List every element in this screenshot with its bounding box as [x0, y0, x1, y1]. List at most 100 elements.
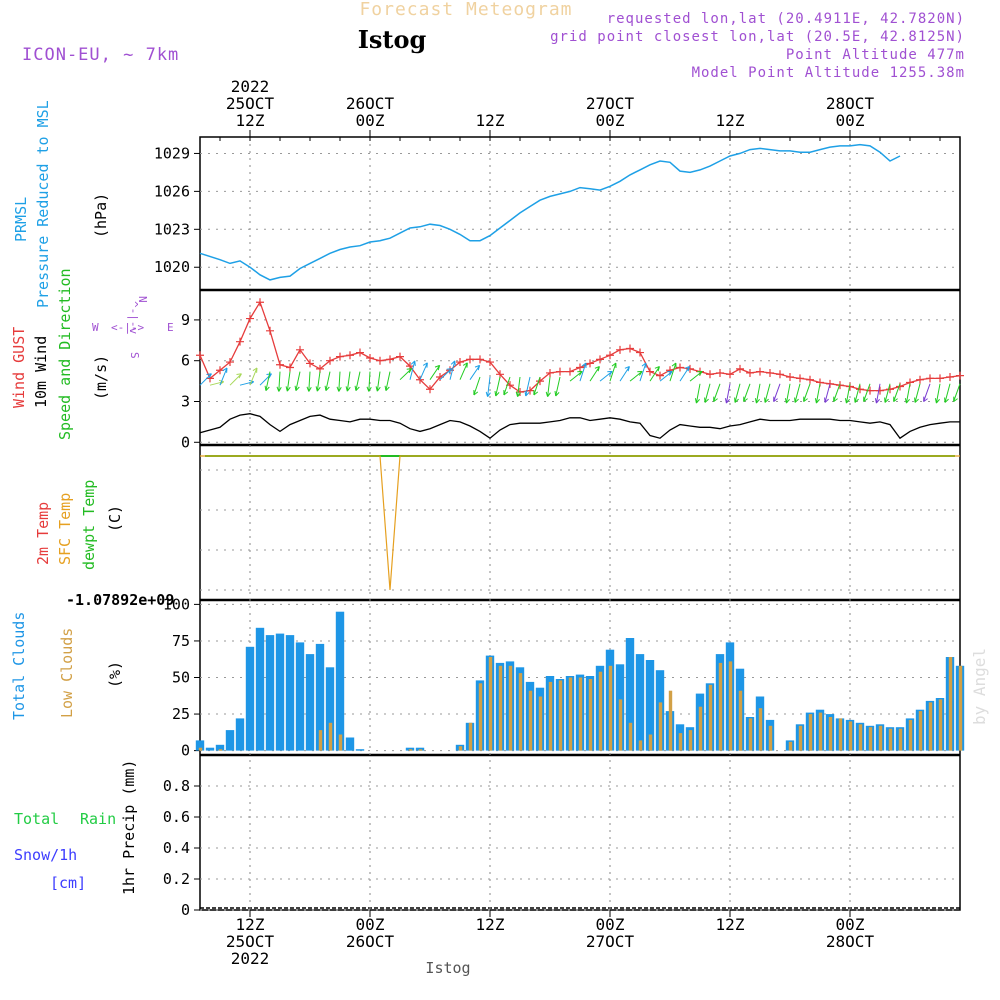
wind-direction-arrow: [679, 366, 690, 382]
wind-gust-marker: [946, 373, 954, 382]
low-cloud-bar: [418, 749, 423, 751]
wind-direction-arrow: [893, 383, 901, 402]
total-cloud-bar: [335, 611, 345, 751]
low-cloud-bar: [728, 661, 733, 751]
wind-gust-marker: [226, 358, 234, 367]
wind-direction-arrow: [569, 370, 583, 382]
low-cloud-bar: [738, 690, 743, 751]
low-cloud-bar: [508, 665, 513, 751]
time-label-bottom: 12Z: [476, 915, 505, 934]
total-cloud-bar: [645, 660, 655, 751]
wind-gust-marker: [776, 370, 784, 379]
compass-west: W: [92, 321, 99, 334]
total-cloud-bar: [255, 627, 265, 751]
total-cloud-bar: [355, 749, 365, 751]
wind-gust-marker: [266, 326, 274, 335]
low-cloud-bar: [868, 727, 873, 751]
wind-gust-marker: [706, 370, 714, 379]
low-cloud-bar: [928, 702, 933, 751]
wind-gust-marker: [636, 348, 644, 357]
time-label-bottom: 12Z: [716, 915, 745, 934]
compass-rose: N S W E <-|-> ^-|-v: [92, 296, 174, 359]
wind-gust-marker: [556, 367, 564, 376]
wind-gust-marker: [806, 375, 814, 384]
low-clouds-label: Low Clouds: [58, 628, 76, 718]
model-label: ICON-EU, ~ 7km: [22, 45, 179, 65]
temp-dewpt-label: dewpt Temp: [80, 480, 98, 570]
time-label-top: 12Z: [476, 111, 505, 130]
wind-direction-arrow: [639, 362, 647, 382]
wind-gust-marker: [306, 359, 314, 368]
pressure-unit-label: (hPa): [92, 193, 110, 238]
wind-gust-marker: [956, 371, 964, 380]
total-cloud-bar: [235, 718, 245, 751]
y-tick-label: 50: [172, 669, 190, 687]
low-cloud-bar: [648, 734, 653, 751]
low-cloud-bar: [548, 681, 553, 751]
wind-gust-line: [199, 300, 961, 393]
low-cloud-bar: [658, 702, 663, 751]
compass-we-line: <-|->: [111, 321, 144, 334]
wind-direction-arrow: [229, 373, 242, 386]
wind-gust-marker: [756, 367, 764, 376]
wind-direction-arrow: [345, 371, 351, 392]
wind-gust-marker: [516, 387, 524, 396]
wind-gust-marker: [416, 375, 424, 384]
wind-direction-arrow: [249, 367, 258, 386]
y-tick-label: 1029: [154, 144, 190, 162]
wind-unit-label: (m/s): [92, 355, 110, 400]
wind-direction-arrow: [689, 370, 703, 382]
temp-min-label: -1.07892e+09: [66, 591, 174, 609]
total-cloud-bar: [325, 667, 335, 751]
total-cloud-bar: [205, 747, 215, 751]
point-altitude: Point Altitude 477m: [786, 47, 965, 63]
wind-direction-arrow: [545, 376, 551, 397]
wind-direction-arrow: [794, 383, 801, 403]
precip-rain-label: Rain: [80, 810, 116, 828]
wind-direction-arrow: [904, 383, 911, 404]
low-cloud-bar: [758, 708, 763, 751]
low-cloud-bar: [808, 714, 813, 751]
low-cloud-bar: [328, 722, 333, 751]
wind-10m-line: [199, 413, 960, 440]
time-label-bottom: 28OCT: [826, 932, 875, 951]
low-cloud-bar: [478, 683, 483, 751]
low-cloud-bar: [408, 749, 413, 751]
credit-watermark: by Angel: [970, 648, 989, 725]
time-label-top: 00Z: [596, 111, 625, 130]
wind-gust-marker: [896, 382, 904, 391]
total-cloud-bar: [415, 747, 425, 751]
low-cloud-bar: [198, 747, 203, 751]
wind-direction-arrow: [259, 373, 272, 386]
snow-unit-label: [cm]: [50, 874, 86, 892]
wind-gust-marker: [396, 352, 404, 361]
low-cloud-bar: [588, 679, 593, 751]
total-cloud-bar: [345, 737, 355, 751]
time-label-top: 28OCT: [826, 94, 875, 113]
wind-direction-arrow: [533, 376, 541, 396]
forecast-meteogram-title: Forecast Meteogram: [359, 0, 572, 20]
wind-gust-marker: [246, 314, 254, 323]
total-cloud-bar: [225, 730, 235, 751]
wind-gust-marker: [456, 358, 464, 367]
wind-direction-arrow: [844, 383, 851, 404]
wind-gust-marker: [566, 367, 574, 376]
wind-direction-arrow: [629, 370, 643, 382]
time-label-top: 26OCT: [346, 94, 395, 113]
wind-gust-marker: [846, 382, 854, 391]
time-label-top: 12Z: [716, 111, 745, 130]
sfc-temp-line: [200, 455, 960, 591]
plot-frame: [199, 136, 961, 911]
total-cloud-bar: [195, 740, 205, 751]
wind-direction-arrow: [399, 368, 413, 381]
wind-direction-arrow: [764, 383, 771, 403]
wind-direction-arrow: [824, 383, 831, 403]
wind-gust-marker: [376, 356, 384, 365]
wind-direction-arrow: [743, 383, 751, 402]
wind-direction-arrow: [773, 383, 781, 402]
low-cloud-bar: [628, 722, 633, 751]
low-cloud-bar: [468, 722, 473, 751]
y-tick-label: 1023: [154, 220, 190, 238]
low-cloud-bar: [498, 665, 503, 751]
